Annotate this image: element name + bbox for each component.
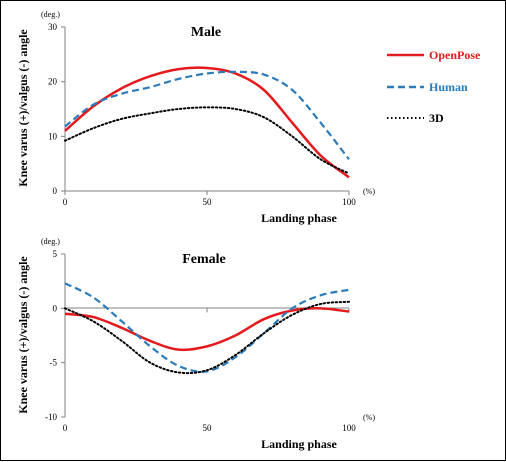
female-series (64, 282, 350, 375)
y-tick-label: 10 (48, 131, 58, 141)
female-y-unit: (deg.) (41, 237, 60, 246)
male-panel: Male (deg.) (%) Knee varus (+)/valgus (-… (16, 10, 375, 225)
female-series-human (64, 282, 350, 373)
female-title: Female (182, 252, 226, 267)
x-tick-label: 100 (342, 423, 356, 433)
x-tick-label: 0 (63, 197, 68, 207)
male-series (64, 66, 350, 179)
legend: OpenPose Human 3D (387, 48, 481, 125)
x-tick-label: 50 (203, 423, 213, 433)
x-tick-label: 100 (342, 197, 356, 207)
male-y-axis-label: Knee varus (+)/valgus (-) angle (16, 29, 30, 187)
x-tick-label: 50 (203, 197, 213, 207)
male-x-ticks: 0 50 100 (63, 191, 356, 207)
y-tick-label: 0 (53, 186, 58, 196)
male-series-3d (64, 106, 350, 175)
female-panel: Female (deg.) (%) Knee varus (+)/valgus … (16, 237, 375, 451)
male-y-ticks: 0 10 20 30 (48, 22, 65, 196)
female-y-ticks: -10 -5 0 5 (45, 249, 65, 422)
male-x-unit: (%) (363, 187, 375, 196)
female-series-3d (64, 300, 350, 375)
x-tick-label: 0 (63, 423, 68, 433)
y-tick-label: 5 (53, 249, 58, 259)
y-tick-label: -10 (45, 412, 57, 422)
y-tick-label: 20 (48, 77, 58, 87)
male-x-axis-label: Landing phase (261, 211, 337, 225)
legend-label-openpose: OpenPose (429, 48, 481, 62)
female-x-unit: (%) (363, 413, 375, 422)
y-tick-label: 30 (48, 22, 58, 32)
female-x-axis-label: Landing phase (261, 437, 337, 451)
male-y-unit: (deg.) (41, 10, 60, 19)
legend-label-human: Human (429, 80, 468, 94)
male-title: Male (191, 25, 221, 40)
female-series-openpose (64, 307, 350, 352)
y-tick-label: -5 (50, 358, 58, 368)
female-x-ticks: 0 50 100 (63, 308, 356, 433)
female-y-axis-label: Knee varus (+)/valgus (-) angle (16, 256, 30, 414)
y-tick-label: 0 (53, 303, 58, 313)
legend-label-3d: 3D (429, 111, 444, 125)
male-series-openpose (64, 66, 350, 179)
male-series-human (64, 70, 350, 160)
